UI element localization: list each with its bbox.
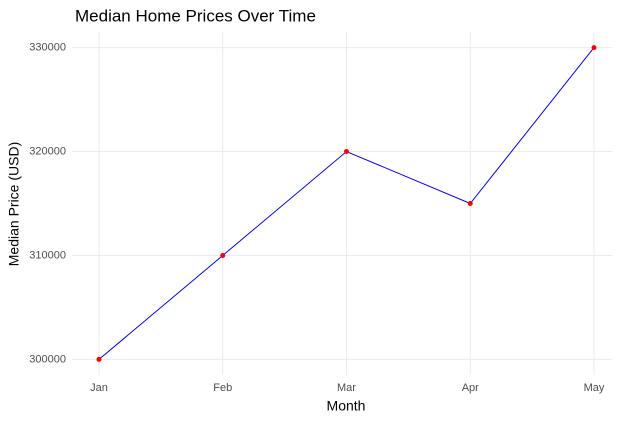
x-tick-label: Jan <box>90 382 108 394</box>
x-axis-label: Month <box>327 398 366 414</box>
data-point <box>96 356 102 362</box>
x-tick-label: Mar <box>337 382 356 394</box>
data-point <box>344 149 349 155</box>
chart-title: Median Home Prices Over Time <box>75 6 316 25</box>
y-tick-label: 320000 <box>29 145 66 157</box>
y-tick-label: 330000 <box>29 41 66 53</box>
x-tick-label: Feb <box>213 382 232 394</box>
x-tick-label: May <box>584 382 605 394</box>
data-point <box>220 252 226 258</box>
y-axis-label: Median Price (USD) <box>6 142 22 266</box>
y-tick-label: 310000 <box>29 249 66 261</box>
data-point <box>591 45 597 51</box>
y-tick-label: 300000 <box>29 353 66 365</box>
x-tick-label: Apr <box>462 382 479 394</box>
data-point <box>467 201 473 206</box>
